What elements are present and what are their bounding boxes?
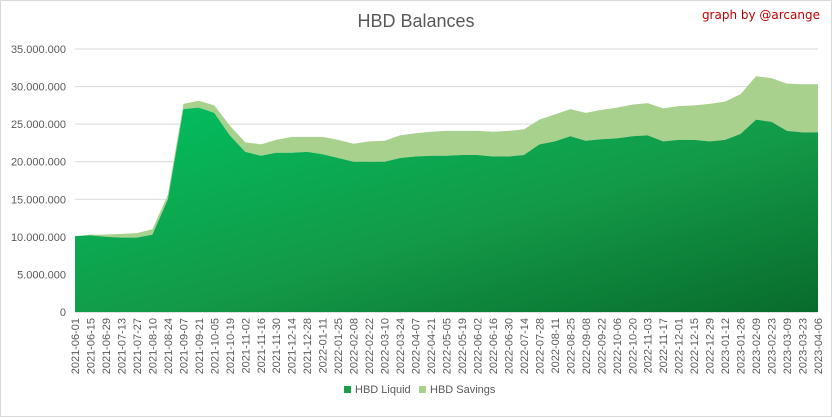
chart-title: HBD Balances	[357, 11, 475, 31]
x-tick-label: 2022-01-25	[333, 318, 345, 374]
y-tick-label: 20.000.000	[11, 157, 66, 169]
x-tick-label: 2022-09-22	[596, 318, 608, 374]
x-tick-label: 2022-01-11	[318, 318, 330, 373]
x-tick-label: 2022-10-06	[612, 318, 624, 374]
x-tick-label: 2021-07-13	[116, 318, 128, 374]
x-tick-label: 2023-04-06	[813, 318, 825, 374]
x-tick-label: 2021-06-01	[70, 318, 82, 374]
legend-swatch	[419, 386, 426, 393]
x-tick-label: 2023-02-09	[751, 318, 763, 374]
x-tick-label: 2022-07-28	[534, 318, 546, 374]
legend: HBD Liquid HBD Savings	[344, 384, 496, 396]
x-tick-label: 2021-06-15	[85, 318, 97, 374]
y-tick-label: 15.000.000	[11, 194, 66, 206]
x-tick-label: 2021-11-30	[271, 318, 283, 373]
x-tick-label: 2022-04-07	[411, 318, 423, 374]
x-tick-label: 2021-09-07	[178, 318, 190, 374]
x-tick-label: 2021-12-14	[287, 318, 299, 374]
x-tick-label: 2023-02-23	[767, 318, 779, 374]
series-area-hbd-liquid	[75, 107, 818, 312]
x-tick-label: 2022-03-10	[380, 318, 392, 374]
x-tick-label: 2021-07-27	[132, 318, 144, 374]
y-tick-label: 35.000.000	[11, 44, 66, 56]
x-tick-label: 2022-12-15	[689, 318, 701, 374]
x-tick-label: 2023-03-09	[782, 318, 794, 374]
x-tick-label: 2022-02-22	[364, 318, 376, 374]
x-tick-label: 2022-09-08	[581, 318, 593, 374]
series-areas	[75, 76, 818, 312]
x-tick-label: 2023-01-26	[736, 318, 748, 374]
x-tick-label: 2021-08-24	[163, 318, 175, 374]
legend-label: HBD Savings	[430, 384, 496, 396]
x-tick-label: 2023-01-12	[720, 318, 732, 374]
x-tick-label: 2022-06-30	[503, 318, 515, 374]
x-tick-label: 2022-03-24	[395, 318, 407, 374]
y-axis-ticks: 0 5.000.000 10.000.000 15.000.000 20.000.000…	[11, 44, 66, 319]
y-tick-label: 5.000.000	[17, 269, 66, 281]
x-tick-label: 2022-10-20	[627, 318, 639, 374]
x-tick-label: 2022-12-29	[705, 318, 717, 374]
legend-label: HBD Liquid	[355, 384, 411, 396]
y-tick-label: 0	[60, 307, 66, 319]
x-tick-label: 2021-09-21	[194, 318, 206, 374]
x-tick-label: 2022-08-25	[565, 318, 577, 374]
x-tick-label: 2022-11-17	[658, 318, 670, 373]
chart-credit: graph by @arcange	[701, 8, 820, 22]
y-tick-label: 30.000.000	[11, 82, 66, 94]
x-tick-label: 2022-07-14	[519, 318, 531, 374]
x-tick-label: 2022-05-05	[442, 318, 454, 374]
x-tick-label: 2021-12-28	[302, 318, 314, 374]
x-tick-label: 2021-10-05	[209, 318, 221, 374]
x-tick-label: 2022-12-01	[674, 318, 686, 374]
x-tick-label: 2022-06-16	[488, 318, 500, 374]
x-tick-label: 2022-06-02	[472, 318, 484, 374]
legend-swatch	[344, 386, 351, 393]
x-tick-label: 2021-11-16	[256, 318, 268, 373]
x-tick-label: 2021-11-02	[240, 318, 252, 373]
x-tick-label: 2023-03-23	[798, 318, 810, 374]
x-tick-label: 2021-08-10	[147, 318, 159, 374]
x-tick-label: 2021-10-19	[225, 318, 237, 374]
x-axis-ticks: 2021-06-01 2021-06-15 2021-06-29 2021-07-13…	[70, 318, 825, 374]
x-tick-label: 2022-08-11	[550, 318, 562, 373]
x-tick-label: 2022-11-03	[643, 318, 655, 373]
x-tick-label: 2022-02-08	[349, 318, 361, 374]
series-area-hbd-savings	[75, 76, 818, 238]
x-tick-label: 2022-05-19	[457, 318, 469, 374]
y-tick-label: 10.000.000	[11, 232, 66, 244]
x-tick-label: 2022-04-21	[426, 318, 438, 374]
x-tick-label: 2021-06-29	[101, 318, 113, 374]
y-tick-label: 25.000.000	[11, 119, 66, 131]
